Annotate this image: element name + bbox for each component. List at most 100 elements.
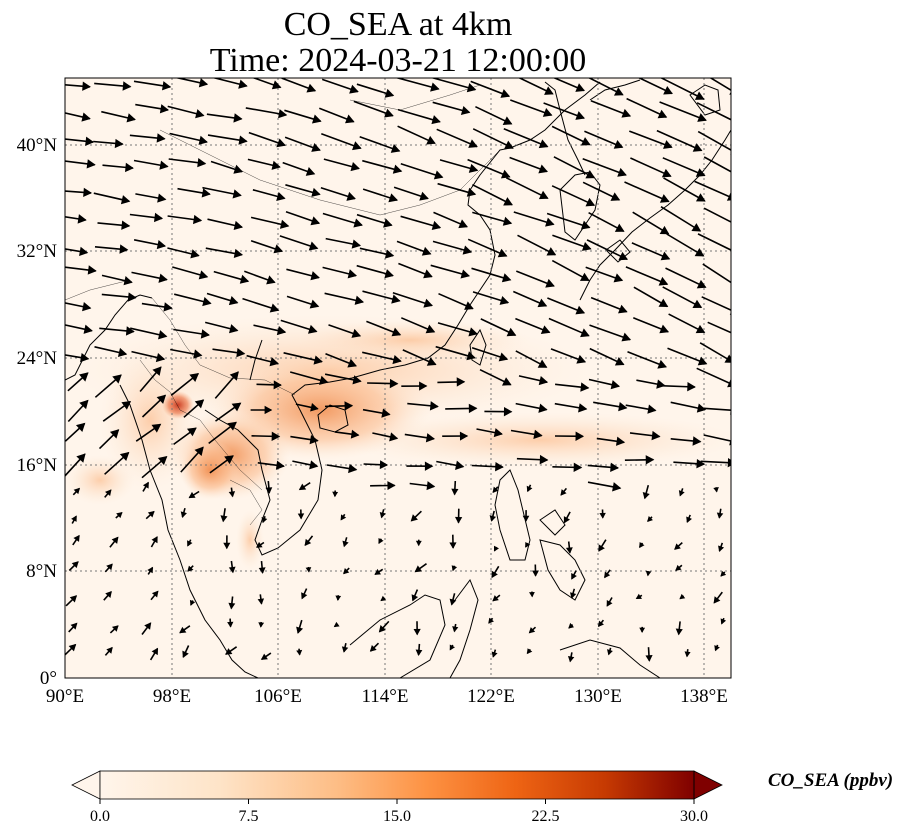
- wind-arrow-head: [659, 324, 670, 334]
- wind-arrow-head: [126, 113, 136, 123]
- wind-arrow-head: [346, 191, 356, 201]
- wind-arrow-shaft: [551, 185, 595, 206]
- wind-arrow-shaft: [697, 130, 731, 151]
- wind-arrow-head: [229, 371, 239, 381]
- wind-arrow-head: [155, 352, 166, 363]
- wind-arrow-head: [575, 431, 585, 441]
- wind-arrow-head: [109, 429, 120, 439]
- wind-arrow-head: [341, 646, 349, 653]
- wind-arrow-head: [468, 327, 478, 337]
- wind-arrow-head: [580, 328, 590, 338]
- wind-arrow-head: [369, 644, 377, 652]
- wind-arrow-head: [528, 627, 536, 634]
- wind-arrow-head: [576, 354, 587, 364]
- wind-arrow-head: [538, 139, 549, 149]
- wind-arrow-head: [533, 429, 543, 440]
- wind-arrow-head: [739, 224, 747, 231]
- wind-arrow-head: [343, 568, 350, 575]
- wind-arrow-head: [733, 249, 741, 256]
- wind-arrow-head: [68, 643, 77, 652]
- wind-arrow-head: [451, 565, 458, 572]
- wind-arrow-head: [525, 541, 531, 548]
- wind-arrow-head: [694, 91, 705, 100]
- wind-arrow-head: [232, 189, 242, 199]
- lon-tick-labels: 90°E 98°E 106°E 114°E 122°E 130°E 138°E: [46, 686, 728, 707]
- wind-arrow-head: [713, 596, 721, 604]
- wind-arrow-head: [414, 565, 422, 573]
- wind-arrow-shaft: [660, 78, 705, 100]
- wind-arrow-head: [612, 482, 622, 492]
- wind-arrow-shaft: [582, 157, 627, 176]
- wind-arrow-head: [116, 512, 123, 519]
- wind-arrow-head: [233, 248, 244, 259]
- wind-arrow-head: [639, 627, 646, 633]
- wind-arrow-head: [201, 188, 211, 198]
- wind-arrow-head: [464, 301, 474, 310]
- wind-arrow-shaft: [662, 157, 705, 177]
- wind-arrow-head: [142, 481, 149, 489]
- wind-arrow-head: [180, 511, 187, 519]
- wind-arrow-head: [578, 403, 588, 413]
- wind-arrow-head: [79, 246, 89, 257]
- wind-arrow-head: [635, 593, 642, 600]
- wind-arrow-head: [498, 352, 509, 362]
- wind-arrow-head: [610, 192, 621, 201]
- wind-arrow-head: [310, 271, 320, 281]
- wind-arrow-shaft: [703, 207, 731, 223]
- wind-arrow-head: [122, 81, 132, 91]
- wind-arrow-shaft: [503, 128, 548, 148]
- wind-arrow-head: [156, 394, 167, 404]
- wind-arrow-head: [147, 566, 154, 574]
- wind-arrow-head: [615, 436, 626, 446]
- wind-arrow-shaft: [663, 177, 706, 202]
- wind-arrow-head: [433, 170, 444, 180]
- wind-arrow-head: [618, 251, 629, 261]
- wind-arrow-head: [546, 247, 557, 256]
- wind-arrow-head: [384, 88, 395, 98]
- wind-arrow-shaft: [660, 206, 701, 232]
- wind-arrow-head: [560, 489, 567, 496]
- wind-arrow-head: [691, 223, 702, 232]
- wind-arrow-head: [614, 357, 625, 366]
- wind-arrow-head: [697, 356, 708, 366]
- wind-arrow-head: [119, 244, 129, 254]
- lat-tick-label: 8°N: [26, 561, 57, 582]
- wind-arrow-head: [384, 249, 395, 259]
- wind-arrow-head: [737, 333, 745, 340]
- wind-arrow-head: [426, 357, 437, 366]
- wind-arrow-head: [604, 571, 611, 579]
- wind-arrow-head: [156, 133, 166, 143]
- wind-arrow-head: [696, 403, 707, 413]
- wind-arrow-head: [687, 382, 696, 392]
- wind-arrow-head: [419, 381, 428, 391]
- wind-arrow-head: [391, 327, 402, 337]
- wind-arrow-head: [195, 109, 205, 119]
- wind-arrow-head: [82, 301, 92, 312]
- wind-arrow-head: [79, 372, 89, 382]
- wind-arrow-head: [71, 515, 77, 522]
- wind-arrow-head: [305, 567, 312, 573]
- colorbar-extend-max: [693, 770, 723, 800]
- wind-arrow-head: [310, 216, 321, 226]
- lat-tick-label: 40°N: [17, 135, 58, 156]
- wind-arrow-head: [351, 239, 362, 249]
- wind-arrow-head: [276, 138, 286, 148]
- wind-arrow-head: [310, 403, 319, 412]
- wind-arrow-head: [538, 375, 549, 386]
- wind-arrow-head: [269, 357, 279, 367]
- wind-arrow-head: [151, 536, 158, 544]
- wind-arrow-head: [423, 269, 433, 279]
- wind-arrow-head: [613, 87, 624, 96]
- wind-arrow-head: [340, 514, 347, 521]
- wind-arrow-head: [105, 489, 112, 497]
- wind-arrow-head: [618, 401, 628, 412]
- wind-arrow-head: [697, 113, 707, 122]
- wind-arrow-head: [506, 327, 517, 337]
- wind-arrow-head: [271, 160, 281, 170]
- wind-arrow-head: [449, 598, 457, 606]
- wind-arrow-head: [82, 81, 91, 91]
- wind-arrow-head: [451, 488, 459, 496]
- lon-tick-label: 106°E: [254, 686, 302, 707]
- wind-arrow-head: [415, 540, 422, 547]
- wind-arrow-head: [502, 116, 513, 125]
